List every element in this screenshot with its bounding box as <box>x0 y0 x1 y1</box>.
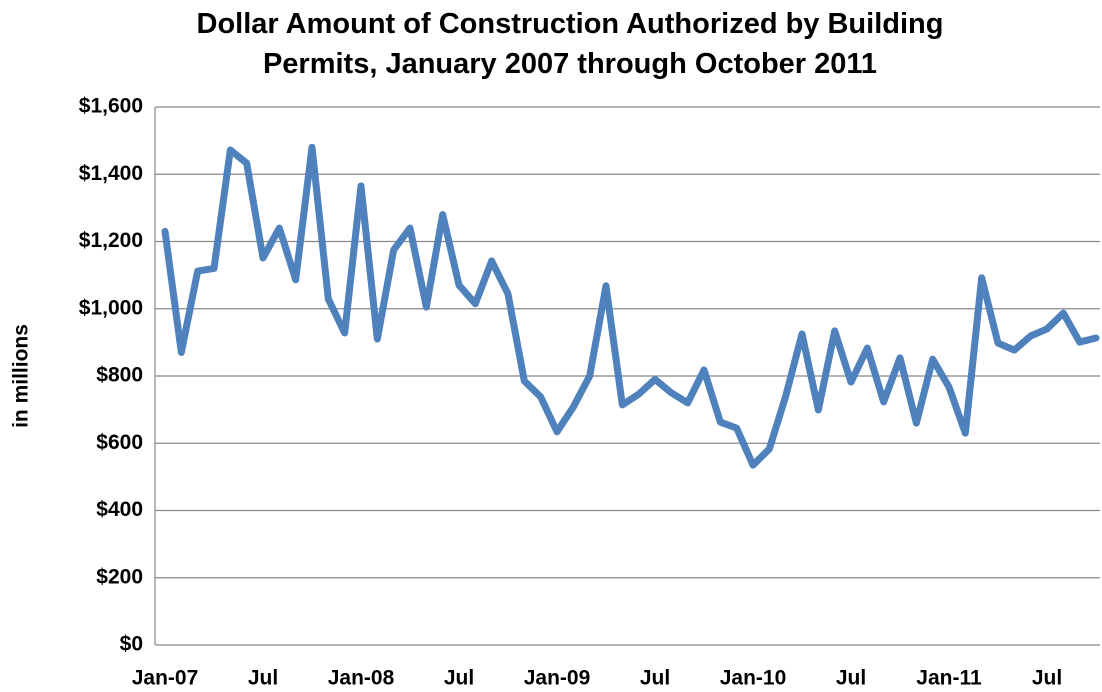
y-tick-label: $1,200 <box>79 229 143 252</box>
x-tick-label: Jul <box>1032 667 1062 690</box>
x-tick-label: Jan-11 <box>916 667 982 690</box>
x-tick-label: Jan-09 <box>524 667 591 690</box>
y-tick-label: $800 <box>96 364 143 387</box>
x-tick-label: Jul <box>248 667 278 690</box>
y-tick-label: $200 <box>96 565 143 588</box>
y-tick-label: $0 <box>120 633 143 656</box>
y-tick-label: $600 <box>96 431 143 454</box>
x-tick-label: Jan-07 <box>132 667 199 690</box>
chart-title: Dollar Amount of Construction Authorized… <box>196 8 944 80</box>
x-tick-label: Jan-10 <box>720 667 787 690</box>
y-tick-label: $1,000 <box>79 296 143 319</box>
y-axis-label: in millions <box>10 324 33 428</box>
data-line <box>161 143 1100 469</box>
y-tick-label: $400 <box>96 498 143 521</box>
y-tick-label: $1,400 <box>79 162 143 185</box>
x-tick-label: Jul <box>836 667 866 690</box>
x-tick-label: Jul <box>444 667 474 690</box>
y-tick-label: $1,600 <box>79 95 143 118</box>
x-tick-label: Jan-08 <box>328 667 395 690</box>
x-tick-label: Jul <box>640 667 670 690</box>
